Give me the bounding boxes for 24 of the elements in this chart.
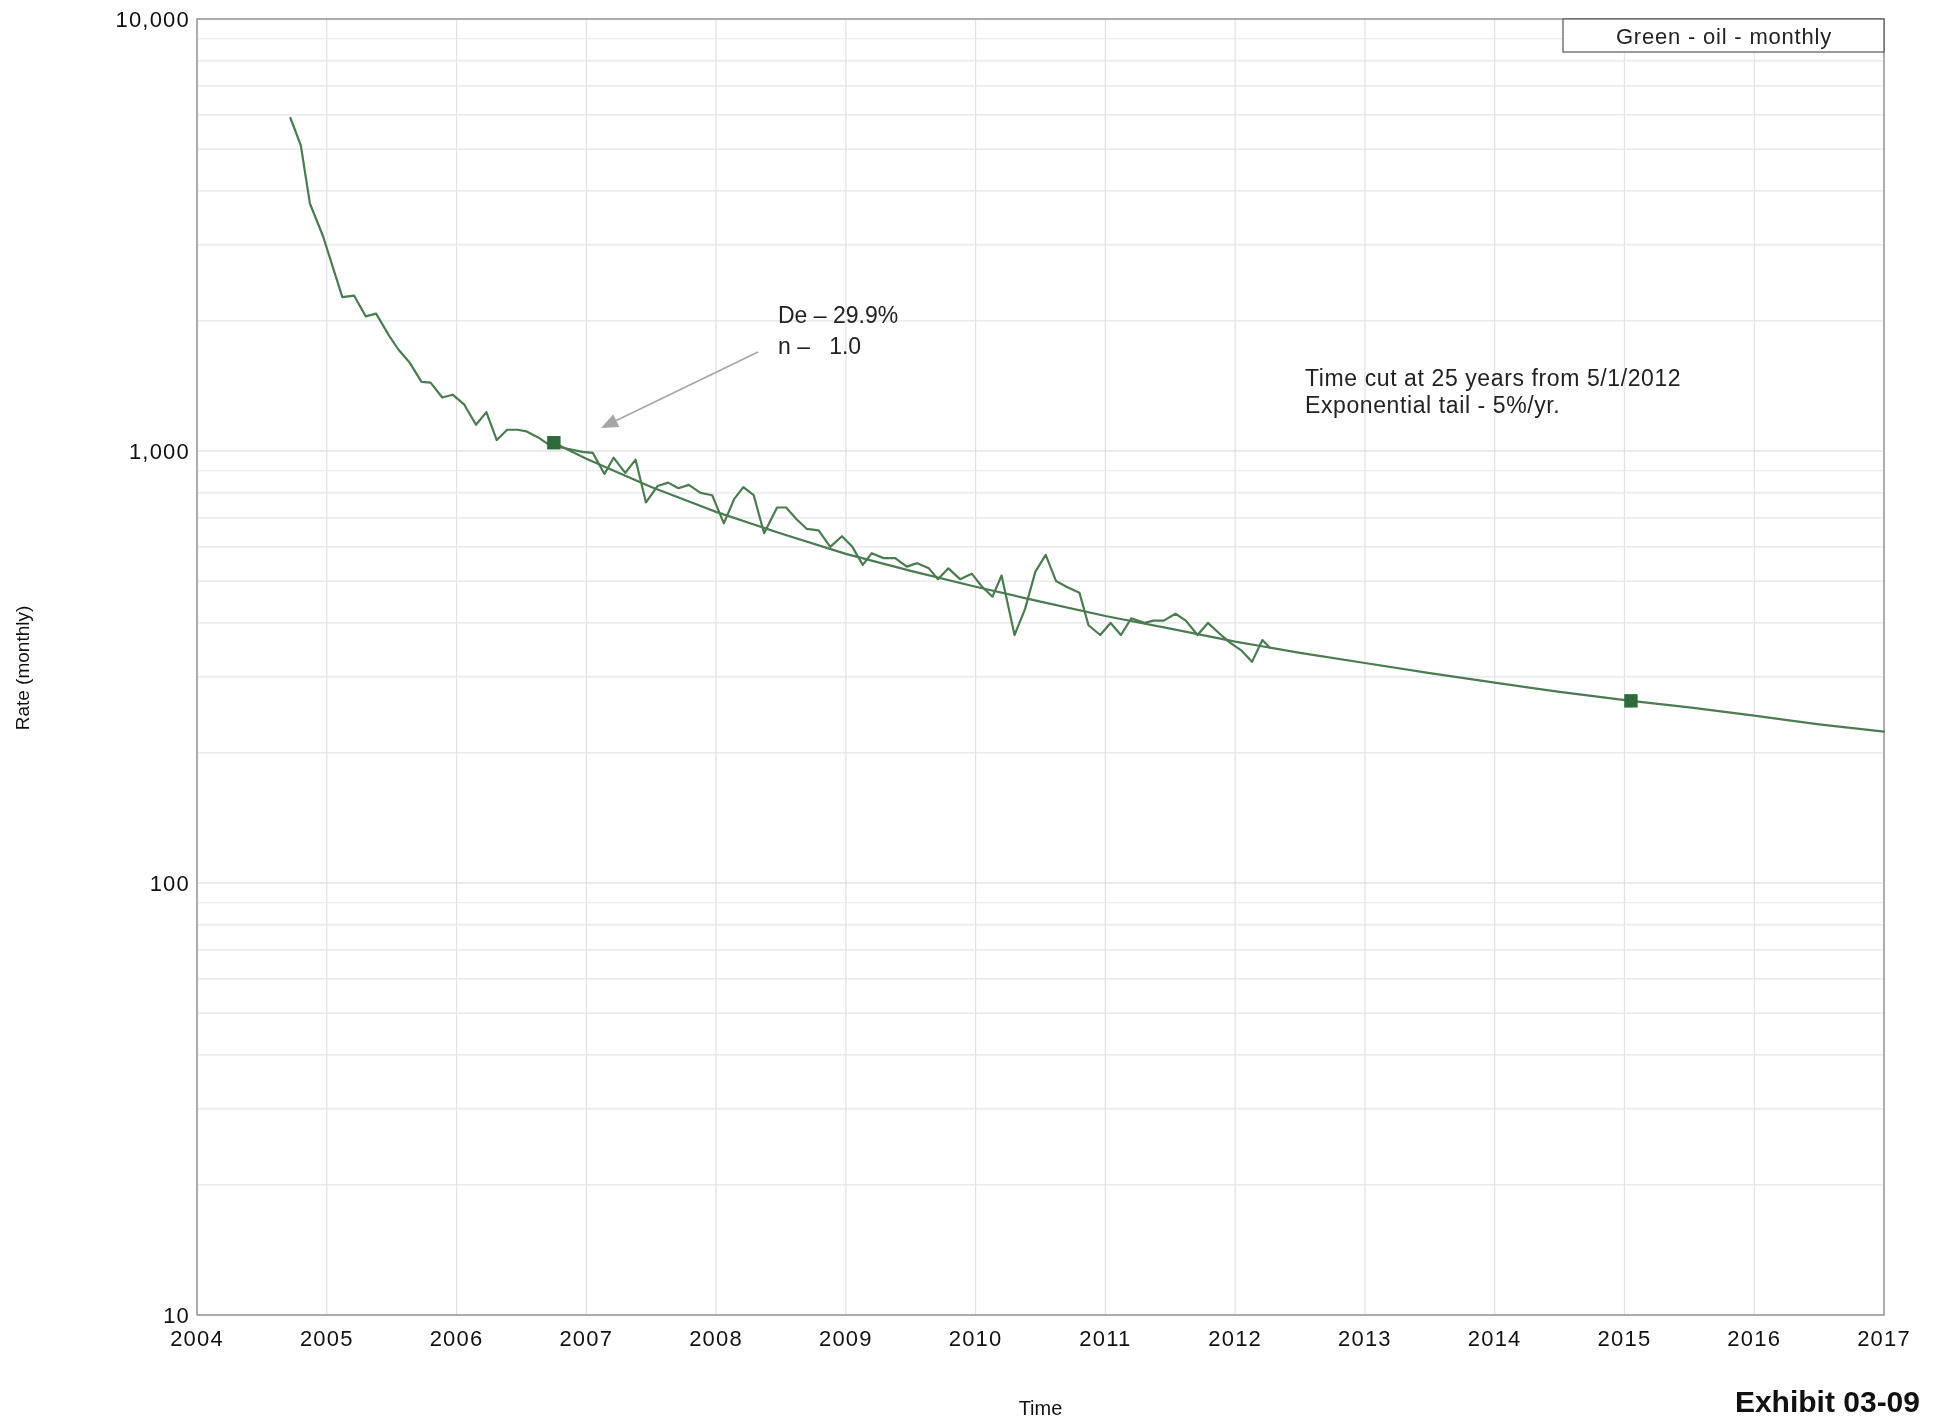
text: Exhibit 03-09 bbox=[1734, 1385, 1920, 1418]
x-tick-label: 2007 bbox=[559, 1326, 614, 1351]
x-tick-label: 2009 bbox=[818, 1326, 873, 1351]
x-tick-label: 2017 bbox=[1857, 1326, 1911, 1351]
x-tick-label: 2010 bbox=[948, 1326, 1003, 1351]
x-tick-label: 2012 bbox=[1208, 1326, 1263, 1351]
y-tick-label: 100 bbox=[149, 870, 190, 896]
x-axis-title: Time bbox=[1018, 1397, 1063, 1419]
annotation: De – 29.9% n – 1.0 bbox=[778, 302, 899, 359]
x-tick-label: 2005 bbox=[299, 1326, 354, 1351]
annotation: Time cut at 25 years from 5/1/2012 Exponential tail - 5%/yr. bbox=[1305, 365, 1682, 418]
y-tick-label: 10,000 bbox=[115, 6, 190, 32]
annotation: Green - oil - monthly bbox=[1615, 24, 1833, 49]
x-tick-label: 2006 bbox=[429, 1326, 484, 1351]
x-tick-label: 2011 bbox=[1079, 1326, 1132, 1351]
x-tick-label: 2015 bbox=[1597, 1326, 1652, 1351]
x-tick-label: 2014 bbox=[1467, 1326, 1522, 1351]
x-tick-label: 2016 bbox=[1727, 1326, 1782, 1351]
y-tick-label: 1,000 bbox=[128, 438, 190, 464]
x-tick-label: 2008 bbox=[689, 1326, 743, 1351]
y-tick-label: 10 bbox=[163, 1302, 190, 1328]
y-axis-title: Rate (monthly) bbox=[12, 605, 33, 731]
x-tick-label: 2004 bbox=[170, 1326, 224, 1351]
x-tick-label: 2013 bbox=[1338, 1326, 1392, 1351]
